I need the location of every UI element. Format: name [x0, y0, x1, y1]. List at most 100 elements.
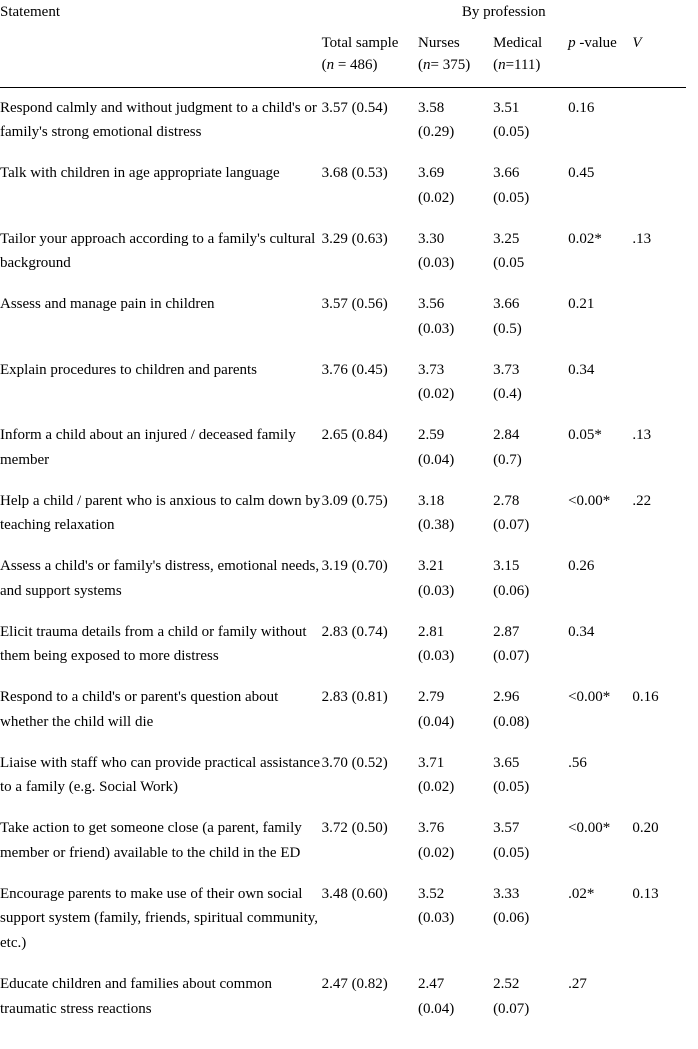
- cell-v: .22: [632, 481, 686, 547]
- cell-total: 3.09 (0.75): [322, 481, 418, 547]
- cell-p-value: 0.45: [568, 153, 632, 219]
- header-medical-n-var: n: [498, 57, 506, 73]
- table-row: Encourage parents to make use of their o…: [0, 874, 686, 964]
- cell-nurses: 3.18(0.38): [418, 481, 493, 547]
- cell-statement: Take action to get someone close (a pare…: [0, 808, 322, 874]
- cell-total: 2.83 (0.81): [322, 677, 418, 743]
- cell-nurses: 3.71(0.02): [418, 743, 493, 809]
- header-medical: Medical (n=111): [493, 32, 568, 87]
- cell-medical: 2.87(0.07): [493, 612, 568, 678]
- cell-p-value: <0.00*: [568, 808, 632, 874]
- header-p-var: p: [568, 35, 576, 51]
- header-statement: Statement: [0, 0, 322, 32]
- cell-p-value: 0.26: [568, 546, 632, 612]
- cell-total: 3.72 (0.50): [322, 808, 418, 874]
- cell-total: 3.68 (0.53): [322, 153, 418, 219]
- cell-statement: Respond calmly and without judgment to a…: [0, 87, 322, 153]
- table-row: Assess and manage pain in children3.57 (…: [0, 284, 686, 350]
- cell-v: [632, 964, 686, 1030]
- cell-statement: Respond to a child's or parent's questio…: [0, 677, 322, 743]
- table-row: Educate children and families about comm…: [0, 964, 686, 1030]
- cell-total: 3.57 (0.56): [322, 284, 418, 350]
- cell-total: 3.57 (0.54): [322, 87, 418, 153]
- table-row: Respond calmly and without judgment to a…: [0, 87, 686, 153]
- cell-v: [632, 153, 686, 219]
- header-by-profession: By profession: [322, 0, 686, 32]
- cell-p-value: .27: [568, 964, 632, 1030]
- cell-statement: Liaise with staff who can provide practi…: [0, 743, 322, 809]
- cell-statement: Tailor your approach according to a fami…: [0, 219, 322, 285]
- cell-total: 3.29 (0.63): [322, 219, 418, 285]
- cell-v: 0.13: [632, 874, 686, 964]
- cell-v: [632, 612, 686, 678]
- cell-total: 2.47 (0.82): [322, 964, 418, 1030]
- cell-statement: Inform a child about an injured / deceas…: [0, 415, 322, 481]
- cell-v: [632, 87, 686, 153]
- cell-p-value: 0.05*: [568, 415, 632, 481]
- cell-nurses: 3.21(0.03): [418, 546, 493, 612]
- cell-nurses: 3.73(0.02): [418, 350, 493, 416]
- cell-total: 2.83 (0.74): [322, 612, 418, 678]
- header-nurses-label: Nurses: [418, 35, 460, 51]
- cell-medical: 2.96(0.08): [493, 677, 568, 743]
- cell-p-value: 0.34: [568, 612, 632, 678]
- header-nurses-n-var: n: [423, 57, 431, 73]
- header-nurses: Nurses (n= 375): [418, 32, 493, 87]
- cell-statement: Assess a child's or family's distress, e…: [0, 546, 322, 612]
- cell-v: [632, 743, 686, 809]
- cell-nurses: 3.52(0.03): [418, 874, 493, 964]
- cell-medical: 3.73(0.4): [493, 350, 568, 416]
- table-row: Respond to a child's or parent's questio…: [0, 677, 686, 743]
- header-nurses-n-rest: = 375): [431, 57, 471, 73]
- cell-medical: 3.65(0.05): [493, 743, 568, 809]
- header-medical-label: Medical: [493, 35, 542, 51]
- cell-medical: 3.66(0.5): [493, 284, 568, 350]
- cell-medical: 3.25(0.05: [493, 219, 568, 285]
- cell-v: .13: [632, 219, 686, 285]
- table-row: Explain procedures to children and paren…: [0, 350, 686, 416]
- cell-nurses: 3.58(0.29): [418, 87, 493, 153]
- cell-nurses: 2.81(0.03): [418, 612, 493, 678]
- cell-total: 2.65 (0.84): [322, 415, 418, 481]
- cell-p-value: 0.34: [568, 350, 632, 416]
- cell-statement: Elicit trauma details from a child or fa…: [0, 612, 322, 678]
- header-blank: [0, 32, 322, 87]
- cell-v: [632, 546, 686, 612]
- cell-medical: 3.57(0.05): [493, 808, 568, 874]
- cell-p-value: <0.00*: [568, 677, 632, 743]
- cell-nurses: 2.79(0.04): [418, 677, 493, 743]
- header-total-n-rest: = 486): [334, 57, 377, 73]
- table-row: Help a child / parent who is anxious to …: [0, 481, 686, 547]
- header-v: V: [632, 32, 686, 87]
- cell-statement: Assess and manage pain in children: [0, 284, 322, 350]
- cell-p-value: 0.16: [568, 87, 632, 153]
- table-row: Assess a child's or family's distress, e…: [0, 546, 686, 612]
- cell-nurses: 3.76(0.02): [418, 808, 493, 874]
- cell-nurses: 2.47(0.04): [418, 964, 493, 1030]
- table-row: Take action to get someone close (a pare…: [0, 808, 686, 874]
- cell-v: [632, 284, 686, 350]
- cell-medical: 3.33(0.06): [493, 874, 568, 964]
- cell-p-value: 0.21: [568, 284, 632, 350]
- cell-statement: Encourage parents to make use of their o…: [0, 874, 322, 964]
- cell-medical: 2.52(0.07): [493, 964, 568, 1030]
- cell-v: 0.16: [632, 677, 686, 743]
- cell-total: 3.48 (0.60): [322, 874, 418, 964]
- header-total-n-var: n: [327, 57, 335, 73]
- table-row: Talk with children in age appropriate la…: [0, 153, 686, 219]
- cell-medical: 3.66(0.05): [493, 153, 568, 219]
- cell-nurses: 2.59(0.04): [418, 415, 493, 481]
- cell-p-value: 0.02*: [568, 219, 632, 285]
- cell-p-value: .56: [568, 743, 632, 809]
- table-row: Inform a child about an injured / deceas…: [0, 415, 686, 481]
- cell-statement: Talk with children in age appropriate la…: [0, 153, 322, 219]
- cell-v: .13: [632, 415, 686, 481]
- cell-v: 0.20: [632, 808, 686, 874]
- cell-p-value: .02*: [568, 874, 632, 964]
- header-p-rest: -value: [576, 35, 617, 51]
- cell-total: 3.19 (0.70): [322, 546, 418, 612]
- cell-statement: Help a child / parent who is anxious to …: [0, 481, 322, 547]
- header-p: p -value: [568, 32, 632, 87]
- table-row: Tailor your approach according to a fami…: [0, 219, 686, 285]
- cell-nurses: 3.69(0.02): [418, 153, 493, 219]
